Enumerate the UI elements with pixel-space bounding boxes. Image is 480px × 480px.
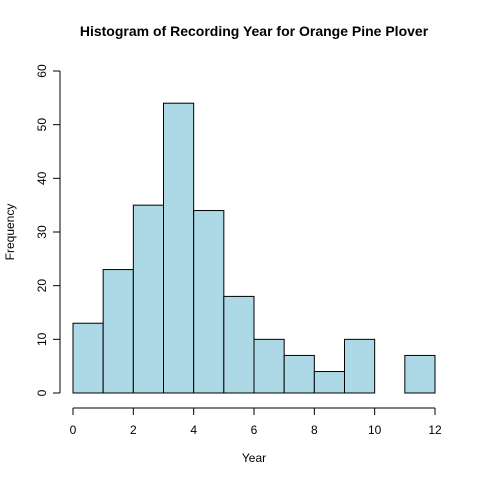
y-tick-label-3: 30 <box>35 225 49 239</box>
x-axis-label: Year <box>242 451 266 465</box>
histogram-bar-3 <box>163 102 195 394</box>
y-tick-label-1: 10 <box>35 332 49 346</box>
y-axis-label: Frequency <box>3 204 17 261</box>
y-tick-label-0: 0 <box>35 389 49 396</box>
x-tick-label-3: 6 <box>251 423 258 437</box>
histogram-bar-7 <box>283 354 315 394</box>
x-tick-label-0: 0 <box>70 423 77 437</box>
y-tick-label-5: 50 <box>35 118 49 132</box>
x-tick-label-6: 12 <box>428 423 442 437</box>
histogram-bar-8 <box>313 371 346 394</box>
histogram-bar-0 <box>72 322 104 394</box>
y-tick-label-4: 40 <box>35 171 49 185</box>
histogram-bar-5 <box>223 295 255 394</box>
x-tick-label-2: 4 <box>190 423 197 437</box>
histogram-bar-9 <box>344 338 376 394</box>
bars-group <box>72 102 436 394</box>
x-tick-label-4: 8 <box>311 423 318 437</box>
histogram-bar-1 <box>102 269 134 394</box>
x-tick-label-5: 10 <box>368 423 382 437</box>
x-axis: 0 2 4 6 8 10 12 <box>70 407 442 437</box>
y-tick-label-6: 60 <box>35 64 49 78</box>
y-tick-label-2: 20 <box>35 279 49 293</box>
x-tick-label-1: 2 <box>130 423 137 437</box>
histogram-bar-4 <box>193 210 225 394</box>
histogram-bar-2 <box>132 204 164 394</box>
chart-title: Histogram of Recording Year for Orange P… <box>80 23 429 39</box>
histogram-bar-6 <box>253 338 285 394</box>
histogram-bar-11 <box>404 354 436 394</box>
y-axis: 0 10 20 30 40 50 60 <box>35 64 61 396</box>
